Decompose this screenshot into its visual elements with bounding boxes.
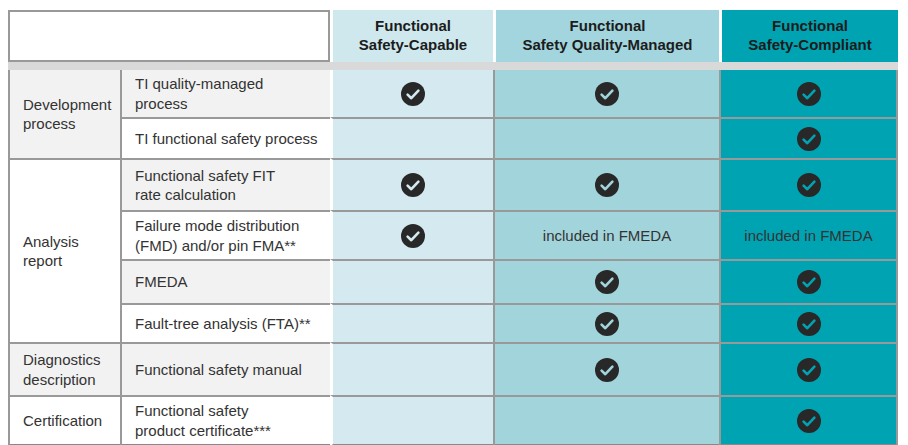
row-fmeda: FMEDA xyxy=(8,259,898,303)
row-fit-rate-calculation: Analysis report Functional safety FIT ra… xyxy=(8,158,898,210)
cell-capable xyxy=(330,259,493,303)
row-failure-mode-distribution: Failure mode distribution (FMD) and/or p… xyxy=(8,210,898,259)
group-cell-development-process: Development process xyxy=(8,70,120,158)
row-functional-safety-manual: Diagnostics description Functional safet… xyxy=(8,342,898,395)
check-icon xyxy=(797,312,821,336)
group-cell-analysis-report: Analysis report xyxy=(8,158,120,342)
cell-capable xyxy=(330,342,493,395)
row-label: Failure mode distribution (FMD) and/or p… xyxy=(120,210,330,259)
row-label: Fault-tree analysis (FTA)** xyxy=(120,303,330,342)
row-ti-functional-safety-process: TI functional safety process xyxy=(8,117,898,158)
row-fault-tree-analysis: Fault-tree analysis (FTA)** xyxy=(8,303,898,342)
cell-compliant xyxy=(719,342,898,395)
header-separator xyxy=(8,62,898,70)
group-cell-diagnostics-description: Diagnostics description xyxy=(8,342,120,395)
check-icon xyxy=(797,409,821,433)
cell-compliant xyxy=(719,395,898,445)
row-label: TI quality-managed process xyxy=(120,70,330,117)
cell-capable xyxy=(330,70,493,117)
column-header-safety-quality-managed: Functional Safety Quality-Managed xyxy=(493,10,719,62)
check-icon xyxy=(595,358,619,382)
cell-quality-managed xyxy=(493,70,719,117)
check-icon xyxy=(401,173,425,197)
separator-band xyxy=(8,62,898,70)
cell-quality-managed: included in FMEDA xyxy=(493,210,719,259)
row-label: Functional safety FIT rate calculation xyxy=(120,158,330,210)
cell-capable xyxy=(330,117,493,158)
cell-compliant xyxy=(719,303,898,342)
check-icon xyxy=(401,224,425,248)
row-product-certificate: Certification Functional safety product … xyxy=(8,395,898,445)
cell-capable xyxy=(330,158,493,210)
corner-cell xyxy=(8,10,330,62)
cell-quality-managed xyxy=(493,117,719,158)
cell-quality-managed xyxy=(493,259,719,303)
cell-quality-managed xyxy=(493,303,719,342)
row-label: FMEDA xyxy=(120,259,330,303)
cell-compliant xyxy=(719,158,898,210)
check-icon xyxy=(401,82,425,106)
cell-capable xyxy=(330,210,493,259)
check-icon xyxy=(797,82,821,106)
row-label: Functional safety manual xyxy=(120,342,330,395)
row-label: Functional safety product certificate*** xyxy=(120,395,330,445)
group-cell-certification: Certification xyxy=(8,395,120,445)
header-row: Functional Safety-Capable Functional Saf… xyxy=(8,10,898,62)
check-icon xyxy=(797,173,821,197)
row-ti-quality-managed-process: Development process TI quality-managed p… xyxy=(8,70,898,117)
cell-quality-managed xyxy=(493,158,719,210)
cell-quality-managed xyxy=(493,342,719,395)
cell-quality-managed xyxy=(493,395,719,445)
check-icon xyxy=(595,312,619,336)
cell-capable xyxy=(330,303,493,342)
check-icon xyxy=(595,270,619,294)
cell-compliant xyxy=(719,70,898,117)
comparison-table: Functional Safety-Capable Functional Saf… xyxy=(8,10,898,445)
row-label: TI functional safety process xyxy=(120,117,330,158)
check-icon xyxy=(595,82,619,106)
cell-compliant: included in FMEDA xyxy=(719,210,898,259)
cell-capable xyxy=(330,395,493,445)
cell-compliant xyxy=(719,259,898,303)
check-icon xyxy=(797,270,821,294)
column-header-safety-compliant: Functional Safety-Compliant xyxy=(719,10,898,62)
check-icon xyxy=(797,127,821,151)
column-header-safety-capable: Functional Safety-Capable xyxy=(330,10,493,62)
check-icon xyxy=(797,358,821,382)
cell-compliant xyxy=(719,117,898,158)
check-icon xyxy=(595,173,619,197)
functional-safety-comparison: Functional Safety-Capable Functional Saf… xyxy=(8,10,898,445)
